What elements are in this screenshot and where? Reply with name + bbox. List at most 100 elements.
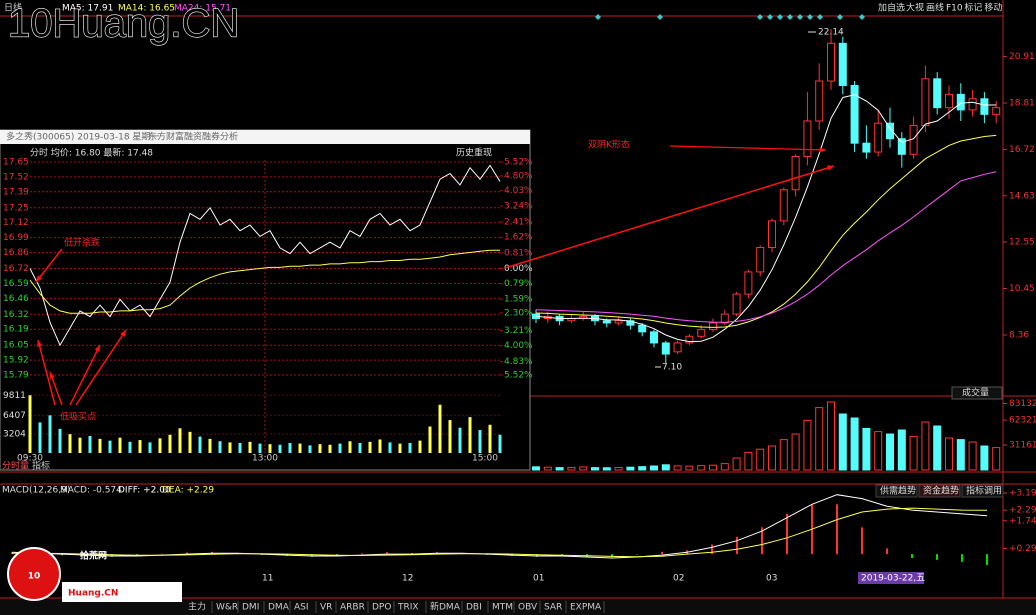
y-tick-label: 3204 — [3, 430, 26, 440]
indicator-tab[interactable]: SAR — [544, 603, 562, 613]
y-tick-label: 17.52 — [3, 172, 29, 182]
x-tick-label: 01 — [533, 574, 544, 584]
macd-tab[interactable]: 供需趋势 — [880, 485, 916, 497]
candle-body — [897, 138, 906, 155]
y-tick-label: 16.32 — [3, 310, 29, 320]
volume-bar — [980, 445, 989, 471]
inset-tab[interactable]: 指标 — [32, 460, 50, 472]
indicator-tab[interactable]: VR — [320, 603, 332, 613]
dropdown-label[interactable]: 成交量 — [962, 387, 989, 399]
candle-body — [862, 142, 871, 153]
history-button[interactable]: 历史重现 — [456, 147, 492, 159]
indicator-tab[interactable]: ASI — [294, 603, 309, 613]
y2-tick-label: 5.52% — [504, 371, 533, 381]
candle-body — [850, 84, 859, 144]
y-tick-label: 12.55 — [1009, 237, 1035, 247]
candle-body — [838, 42, 847, 86]
x-tick-label: 03 — [766, 574, 777, 584]
y2-tick-label: 3.24% — [504, 201, 533, 211]
volume-bar — [673, 465, 682, 471]
period-label: 日线 — [4, 2, 22, 14]
arrow-head — [827, 165, 834, 171]
indicator-tab[interactable]: EXPMA — [570, 603, 602, 613]
y2-tick-label: 5.52% — [504, 158, 533, 168]
indicator-tab[interactable]: OBV — [518, 603, 538, 613]
indicator-tab[interactable]: DPO — [372, 603, 391, 613]
candle-body — [768, 220, 776, 249]
candle-body — [968, 98, 977, 111]
toolbar-button[interactable]: 加自选 — [878, 2, 905, 14]
volume-bar — [827, 401, 835, 471]
indicator-tab[interactable]: TRIX — [397, 603, 419, 613]
y-tick-label: 16.59 — [3, 279, 29, 289]
arrow-head — [819, 147, 826, 153]
toolbar-button[interactable]: 移动 — [984, 2, 1002, 14]
average-line — [29, 249, 500, 314]
candle-body — [933, 78, 942, 109]
y-tick-label: 17.65 — [3, 158, 29, 168]
candle-body — [956, 93, 965, 111]
y-tick-label: 10.45 — [1009, 284, 1035, 294]
volume-bar — [803, 419, 812, 471]
volume-bar — [933, 425, 942, 471]
volume-bar — [709, 464, 717, 471]
y2-tick-label: 0.00% — [504, 264, 533, 274]
arrow-head — [120, 330, 126, 337]
indicator-tab[interactable]: 新DMA — [430, 601, 461, 613]
macd-tab-box[interactable] — [918, 484, 961, 498]
arrow — [69, 344, 101, 406]
volume-bar — [567, 466, 576, 471]
arrow — [669, 145, 827, 151]
y-tick-label: 31161 — [1009, 441, 1036, 451]
candle-body — [815, 80, 824, 122]
macd-header: DIFF: +2.00 — [118, 486, 171, 496]
macd-tab[interactable]: 指标调用 — [966, 485, 1002, 497]
x-tick-label: 11 — [262, 574, 273, 584]
candle-body — [992, 107, 1001, 115]
candle-body — [827, 42, 835, 82]
toolbar-button[interactable]: 画线 — [926, 2, 944, 14]
y-tick-label: 16.72 — [3, 264, 29, 274]
volume-bar — [756, 448, 765, 471]
volume-bar — [650, 465, 658, 471]
indicator-tab[interactable]: ARBR — [340, 603, 365, 613]
indicator-tab[interactable]: 主力 — [188, 601, 206, 613]
macd-header: MACD: -0.574 — [60, 486, 122, 496]
y-tick-label: 16.05 — [3, 341, 29, 351]
y-tick-label: 83132 — [1009, 399, 1036, 409]
y2-tick-label: 0.79% — [504, 279, 533, 289]
inset-tab[interactable]: 分时量 — [2, 460, 29, 472]
volume-bar — [815, 407, 824, 471]
dropdown[interactable] — [951, 386, 1003, 400]
toolbar-button[interactable]: 标记 — [964, 2, 982, 14]
volume-bar — [720, 463, 729, 471]
toolbar-button[interactable]: 大视 — [906, 2, 924, 14]
y-tick-label: +0.291 — [1009, 544, 1036, 554]
macd-tab-box[interactable] — [961, 484, 1004, 498]
indicator-tab[interactable]: W&R — [216, 603, 238, 613]
y2-tick-label: 4.83% — [504, 357, 533, 367]
macd-header: MACD(12,26,9) — [2, 486, 70, 496]
y-tick-label: 16.72 — [1009, 145, 1035, 155]
x-tick-label: 09:30 — [17, 454, 43, 464]
legend-entry: MA5: 17.91 — [62, 4, 113, 14]
candle-body — [744, 271, 753, 295]
toolbar-button[interactable]: F10 — [946, 4, 963, 14]
arrow — [504, 165, 835, 269]
macd-tab-box[interactable] — [875, 484, 918, 498]
candle-body — [945, 93, 953, 109]
y-tick-label: 17.39 — [3, 187, 29, 197]
macd-tab[interactable]: 资金趋势 — [923, 485, 959, 497]
window-titlebar — [0, 130, 530, 144]
volume-bar — [685, 465, 694, 471]
y2-tick-label: 1.59% — [504, 295, 533, 305]
indicator-tab[interactable]: DMA — [268, 603, 290, 613]
indicator-tab[interactable]: DMI — [242, 603, 259, 613]
volume-bar — [874, 431, 883, 471]
indicator-tab[interactable]: DBI — [466, 603, 482, 613]
y2-tick-label: 4.80% — [504, 171, 533, 181]
candle-body — [697, 329, 706, 337]
indicator-tab[interactable]: MTM — [492, 603, 513, 613]
candle-body — [614, 320, 623, 324]
